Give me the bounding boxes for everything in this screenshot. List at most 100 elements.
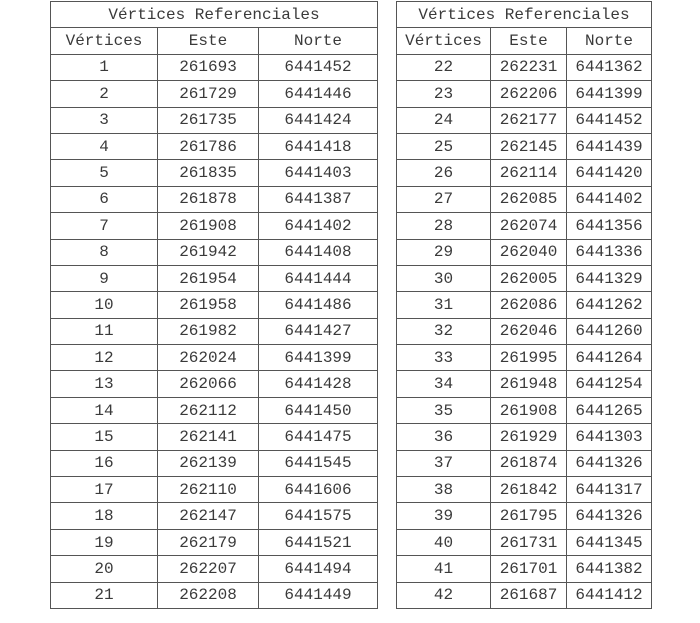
table-row: 3 261735 6441424: [50, 106, 379, 134]
table-body: 22 262231 6441362 23 262206 6441399 24 262177 64…: [396, 53, 653, 609]
table-row: 17 262110 6441606: [50, 476, 379, 504]
cell-este: 262147: [157, 502, 259, 530]
table-row: 22 262231 6441362: [396, 53, 653, 82]
cell-norte: 6441326: [565, 449, 653, 478]
table-row: 42 261687 6441412: [396, 581, 653, 609]
cell-este: 262110: [157, 476, 259, 504]
cell-vertex: 42: [396, 581, 491, 609]
cell-este: 261731: [490, 528, 567, 557]
cell-este: 261958: [157, 291, 259, 319]
cell-vertex: 29: [396, 238, 491, 266]
cell-este: 261842: [490, 476, 567, 504]
cell-norte: 6441452: [257, 53, 379, 82]
table-row: 33 261995 6441264: [396, 344, 653, 372]
vertices-table-right: Vértices Referenciales Vértices Este Nor…: [395, 0, 653, 609]
cell-vertex: 38: [396, 476, 491, 504]
cell-este: 262074: [490, 212, 567, 240]
cell-este: 262206: [490, 80, 567, 108]
cell-norte: 6441262: [565, 291, 653, 319]
table-row: 24 262177 6441452: [396, 106, 653, 134]
cell-norte: 6441494: [257, 555, 379, 583]
cell-norte: 6441336: [565, 238, 653, 266]
table-row: 9 261954 6441444: [50, 264, 379, 293]
cell-vertex: 11: [50, 317, 158, 346]
cell-este: 261735: [157, 106, 259, 134]
cell-este: 261908: [157, 212, 259, 240]
table-row: 27 262085 6441402: [396, 185, 653, 214]
cell-este: 262114: [490, 159, 567, 187]
cell-vertex: 17: [50, 476, 158, 504]
cell-este: 261929: [490, 423, 567, 451]
table-row: 13 262066 6441428: [50, 370, 379, 398]
cell-vertex: 39: [396, 502, 491, 530]
cell-norte: 6441329: [565, 264, 653, 293]
table-row: 36 261929 6441303: [396, 423, 653, 451]
column-header-norte: Norte: [257, 27, 379, 55]
cell-este: 261693: [157, 53, 259, 82]
cell-este: 262112: [157, 396, 259, 425]
cell-este: 262046: [490, 317, 567, 346]
cell-norte: 6441399: [257, 344, 379, 372]
cell-vertex: 34: [396, 370, 491, 398]
cell-vertex: 5: [50, 159, 158, 187]
table-row: 1 261693 6441452: [50, 53, 379, 82]
table-row: 35 261908 6441265: [396, 396, 653, 425]
cell-norte: 6441545: [257, 449, 379, 478]
table-row: 28 262074 6441356: [396, 212, 653, 240]
cell-vertex: 23: [396, 80, 491, 108]
cell-norte: 6441606: [257, 476, 379, 504]
table-row: 32 262046 6441260: [396, 317, 653, 346]
cell-norte: 6441402: [257, 212, 379, 240]
cell-norte: 6441402: [565, 185, 653, 214]
cell-este: 261701: [490, 555, 567, 583]
cell-norte: 6441387: [257, 185, 379, 214]
cell-vertex: 16: [50, 449, 158, 478]
cell-norte: 6441399: [565, 80, 653, 108]
column-header-este: Este: [490, 27, 567, 55]
table-row: 41 261701 6441382: [396, 555, 653, 583]
cell-norte: 6441439: [565, 132, 653, 161]
table-row: 11 261982 6441427: [50, 317, 379, 346]
cell-norte: 6441475: [257, 423, 379, 451]
cell-este: 262177: [490, 106, 567, 134]
cell-este: 261878: [157, 185, 259, 214]
cell-este: 262141: [157, 423, 259, 451]
table-row: 19 262179 6441521: [50, 528, 379, 557]
cell-vertex: 13: [50, 370, 158, 398]
cell-norte: 6441418: [257, 132, 379, 161]
cell-vertex: 1: [50, 53, 158, 82]
cell-vertex: 22: [396, 53, 491, 82]
cell-este: 261729: [157, 80, 259, 108]
table-row: 20 262207 6441494: [50, 555, 379, 583]
cell-vertex: 10: [50, 291, 158, 319]
cell-norte: 6441317: [565, 476, 653, 504]
table-row: 25 262145 6441439: [396, 132, 653, 161]
cell-norte: 6441362: [565, 53, 653, 82]
cell-norte: 6441424: [257, 106, 379, 134]
table-row: 15 262141 6441475: [50, 423, 379, 451]
cell-este: 261995: [490, 344, 567, 372]
table-row: 34 261948 6441254: [396, 370, 653, 398]
cell-norte: 6441450: [257, 396, 379, 425]
cell-vertex: 33: [396, 344, 491, 372]
table-row: 14 262112 6441450: [50, 396, 379, 425]
column-header-vertices: Vértices: [50, 27, 158, 55]
cell-vertex: 2: [50, 80, 158, 108]
cell-este: 262005: [490, 264, 567, 293]
cell-vertex: 35: [396, 396, 491, 425]
cell-este: 261908: [490, 396, 567, 425]
cell-vertex: 20: [50, 555, 158, 583]
cell-vertex: 19: [50, 528, 158, 557]
cell-norte: 6441575: [257, 502, 379, 530]
cell-este: 261835: [157, 159, 259, 187]
table-row: 16 262139 6441545: [50, 449, 379, 478]
cell-norte: 6441446: [257, 80, 379, 108]
cell-norte: 6441452: [565, 106, 653, 134]
table-row: 40 261731 6441345: [396, 528, 653, 557]
cell-vertex: 25: [396, 132, 491, 161]
table-row: 5 261835 6441403: [50, 159, 379, 187]
cell-vertex: 18: [50, 502, 158, 530]
cell-vertex: 27: [396, 185, 491, 214]
table-row: 6 261878 6441387: [50, 185, 379, 214]
cell-vertex: 31: [396, 291, 491, 319]
